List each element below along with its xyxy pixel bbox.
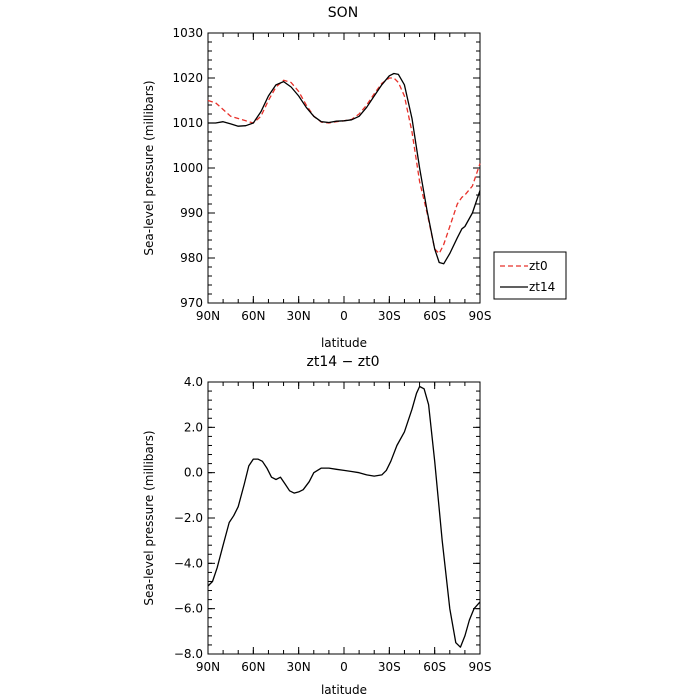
x-tick-label: 60N [241,309,265,323]
top-y-axis-label: Sea-level pressure (millibars) [142,80,156,255]
y-tick-label: 970 [180,296,203,310]
y-tick-label: 1030 [172,26,203,40]
y-tick-label: −2.0 [174,511,203,525]
series-line-zt0 [207,77,481,255]
bottom-chart-title: zt14 − zt0 [306,354,379,370]
x-tick-label: 30N [287,309,311,323]
x-tick-label: 30N [287,660,311,674]
y-tick-label: 1000 [172,161,203,175]
bottom-x-axis-label: latitude [321,683,367,697]
bottom-plot-frame [207,381,481,655]
bottom-axis-ticks: 90N 60N 30N 0 30S 60S 90S −8.0 −6.0 −4.0 −2.0 0.0 2.… [174,375,492,674]
y-tick-label: −8.0 [174,647,203,661]
x-tick-label: 0 [340,309,348,323]
y-tick-label: 1020 [172,71,203,85]
y-tick-label: −4.0 [174,556,203,570]
legend-label-zt0: zt0 [529,259,548,273]
x-tick-label: 30S [378,660,401,674]
y-tick-label: 980 [180,251,203,265]
legend-label-zt14: zt14 [529,280,555,294]
top-chart-title: SON [328,5,358,21]
y-tick-label: 2.0 [184,420,203,434]
top-series-lines [207,72,481,265]
legend-box [493,251,567,300]
top-chart-panel: SON 90N 60N 30N 0 30S 60S 90S 970 980 990 1000 1010… [142,5,567,350]
x-tick-label: 90S [469,660,492,674]
x-tick-label: 60S [423,660,446,674]
x-tick-label: 90S [469,309,492,323]
series-line-zt14 [208,72,481,265]
x-tick-label: 90N [196,660,220,674]
y-tick-label: 1010 [172,116,203,130]
bottom-y-axis-label: Sea-level pressure (millibars) [142,430,156,605]
top-axis-ticks: 90N 60N 30N 0 30S 60S 90S 970 980 990 1000 1010 1020… [172,26,491,323]
x-tick-label: 30S [378,309,401,323]
x-tick-label: 0 [340,660,348,674]
bottom-series-lines [207,385,481,648]
x-tick-label: 90N [196,309,220,323]
y-tick-label: 990 [180,206,203,220]
series-line-series-0 [207,385,481,648]
y-tick-label: −6.0 [174,602,203,616]
x-tick-label: 60N [241,660,265,674]
top-x-axis-label: latitude [321,336,367,350]
legend: zt0 zt14 [493,251,567,300]
y-tick-label: 0.0 [184,466,203,480]
y-tick-label: 4.0 [184,375,203,389]
x-tick-label: 60S [423,309,446,323]
bottom-chart-panel: zt14 − zt0 90N 60N 30N 0 30S 60S 90S −8.0 −6.0 −4… [142,354,491,697]
